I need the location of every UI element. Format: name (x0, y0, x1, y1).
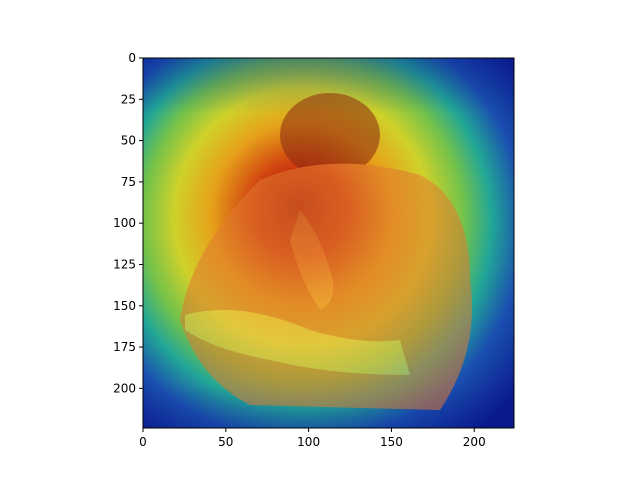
head-shape (280, 93, 380, 177)
y-tick-label: 0 (128, 51, 136, 65)
x-tick-label: 0 (139, 435, 147, 449)
y-tick-label: 100 (113, 216, 136, 230)
y-tick-label: 125 (113, 257, 136, 271)
y-tick-label: 150 (113, 299, 136, 313)
figure-silhouette (180, 93, 472, 410)
y-tick-label: 175 (113, 340, 136, 354)
y-tick-label: 200 (113, 381, 136, 395)
hand-shape (290, 210, 334, 310)
x-tick-label: 100 (297, 435, 320, 449)
x-tick-label: 50 (218, 435, 233, 449)
x-axis: 0 50 100 150 200 (139, 428, 486, 449)
y-tick-label: 75 (121, 175, 136, 189)
y-axis: 0 25 50 75 100 125 150 175 200 (113, 51, 143, 395)
y-tick-label: 50 (121, 134, 136, 148)
axes-frame (142, 57, 515, 429)
y-tick-label: 25 (121, 92, 136, 106)
plot-area (143, 58, 514, 428)
x-tick-label: 150 (380, 435, 403, 449)
x-tick-label: 200 (463, 435, 486, 449)
arm-shape (185, 310, 410, 375)
